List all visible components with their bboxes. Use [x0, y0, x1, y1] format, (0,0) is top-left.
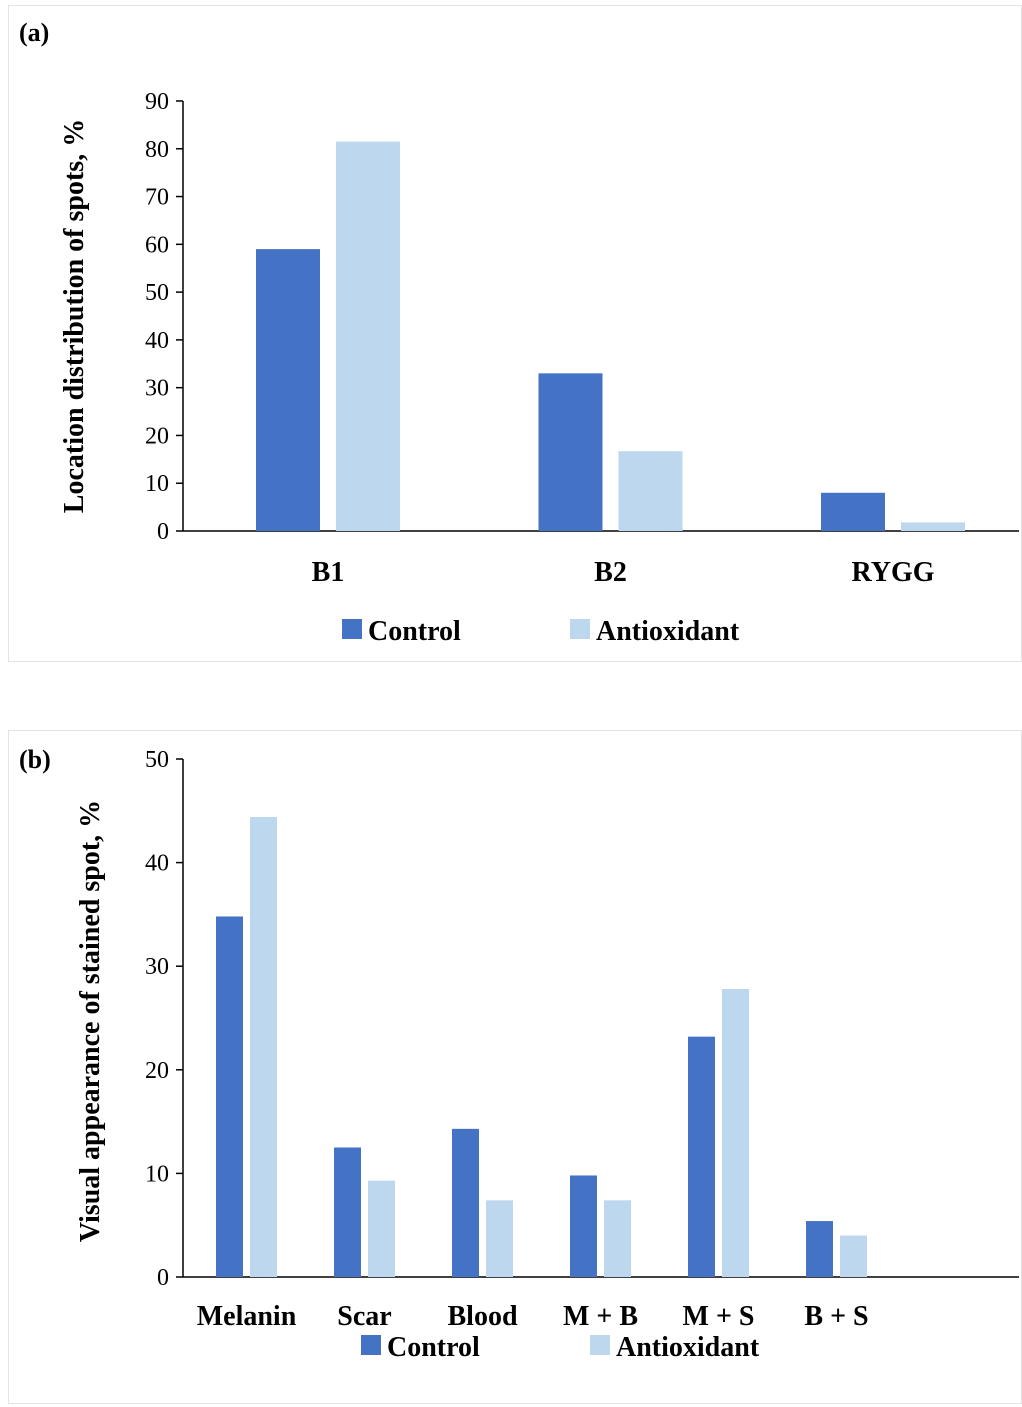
chart-panel-b: (b) 0 10 20 30 40 50 Melanin Scar Blood M + B M + … [8, 730, 1022, 1404]
bar-antioxidant-mb [604, 1200, 631, 1277]
x-category-label: Blood [447, 1301, 517, 1332]
y-tick-label: 40 [145, 328, 169, 354]
y-tick-label: 10 [145, 471, 169, 497]
y-axis-title: Visual appearance of stained spot, % [75, 800, 106, 1242]
x-category-label: B + S [804, 1301, 868, 1332]
legend-swatch-antioxidant [570, 619, 590, 639]
chart-a-svg: 0 10 20 30 40 50 60 70 80 90 B1 B2 RYGG Location dist… [59, 89, 1019, 647]
bar-antioxidant-ms [722, 988, 749, 1277]
bar-control-ms [688, 1036, 715, 1277]
x-category-label: M + S [683, 1301, 755, 1332]
bar-control-mb [570, 1175, 597, 1277]
y-tick-label: 70 [145, 185, 169, 211]
bar-control-rygg [821, 492, 885, 531]
bar-antioxidant-bs [840, 1235, 867, 1277]
y-tick-label: 90 [145, 89, 169, 115]
bar-control-blood [452, 1128, 479, 1277]
y-tick-label: 0 [157, 519, 169, 545]
y-tick-label: 40 [145, 851, 169, 877]
legend-label-antioxidant: Antioxidant [616, 1332, 760, 1363]
y-tick-label: 20 [145, 423, 169, 449]
bar-control-scar [334, 1147, 361, 1277]
bar-antioxidant-blood [486, 1200, 513, 1277]
x-category-label: M + B [563, 1301, 638, 1332]
bar-antioxidant-rygg [901, 522, 965, 531]
y-tick-label: 50 [145, 280, 169, 306]
y-tick-label: 60 [145, 232, 169, 258]
x-category-label: RYGG [851, 557, 934, 588]
legend-swatch-control [361, 1335, 381, 1355]
chart-b-svg: 0 10 20 30 40 50 Melanin Scar Blood M + B M + S B +… [75, 747, 1019, 1363]
x-category-label: Melanin [197, 1301, 297, 1332]
chart-panel-a: (a) 0 10 20 30 40 50 60 70 80 90 B1 B2 RYGG Location … [8, 5, 1022, 662]
y-tick-label: 20 [145, 1058, 169, 1084]
x-category-label: B2 [594, 557, 627, 588]
legend-label-control: Control [387, 1332, 480, 1363]
y-tick-label: 80 [145, 137, 169, 163]
bar-antioxidant-scar [368, 1180, 395, 1277]
panel-label-a: (a) [19, 18, 50, 47]
y-tick-label: 0 [157, 1265, 169, 1291]
y-axis-title: Location distribution of spots, % [59, 119, 90, 513]
panel-label-b: (b) [19, 745, 51, 774]
y-tick-label: 50 [145, 747, 169, 773]
bar-antioxidant-melanin [250, 817, 277, 1277]
bar-control-b1 [256, 249, 320, 531]
bar-control-bs [806, 1221, 833, 1277]
bar-control-b2 [538, 373, 603, 531]
legend-label-antioxidant: Antioxidant [596, 616, 740, 647]
legend-swatch-control [342, 619, 362, 639]
y-tick-label: 30 [145, 954, 169, 980]
legend-swatch-antioxidant [590, 1335, 610, 1355]
bar-control-melanin [216, 916, 243, 1277]
y-tick-label: 30 [145, 376, 169, 402]
legend-label-control: Control [368, 616, 461, 647]
x-category-label: B1 [312, 557, 345, 588]
x-category-label: Scar [337, 1301, 391, 1332]
y-tick-label: 10 [145, 1161, 169, 1187]
bar-antioxidant-b1 [336, 141, 400, 531]
bar-antioxidant-b2 [618, 451, 683, 531]
